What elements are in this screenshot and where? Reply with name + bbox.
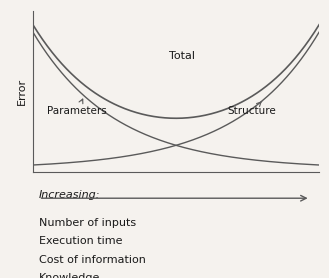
Text: Increasing:: Increasing: xyxy=(38,190,100,200)
Text: Knowledge: Knowledge xyxy=(38,273,100,278)
Text: Parameters: Parameters xyxy=(47,99,107,116)
Text: Structure: Structure xyxy=(228,101,276,116)
Text: Execution time: Execution time xyxy=(38,236,122,246)
Text: Number of inputs: Number of inputs xyxy=(38,218,136,228)
Y-axis label: Error: Error xyxy=(17,78,27,105)
Text: Total: Total xyxy=(169,51,195,61)
Text: Cost of information: Cost of information xyxy=(38,255,145,265)
